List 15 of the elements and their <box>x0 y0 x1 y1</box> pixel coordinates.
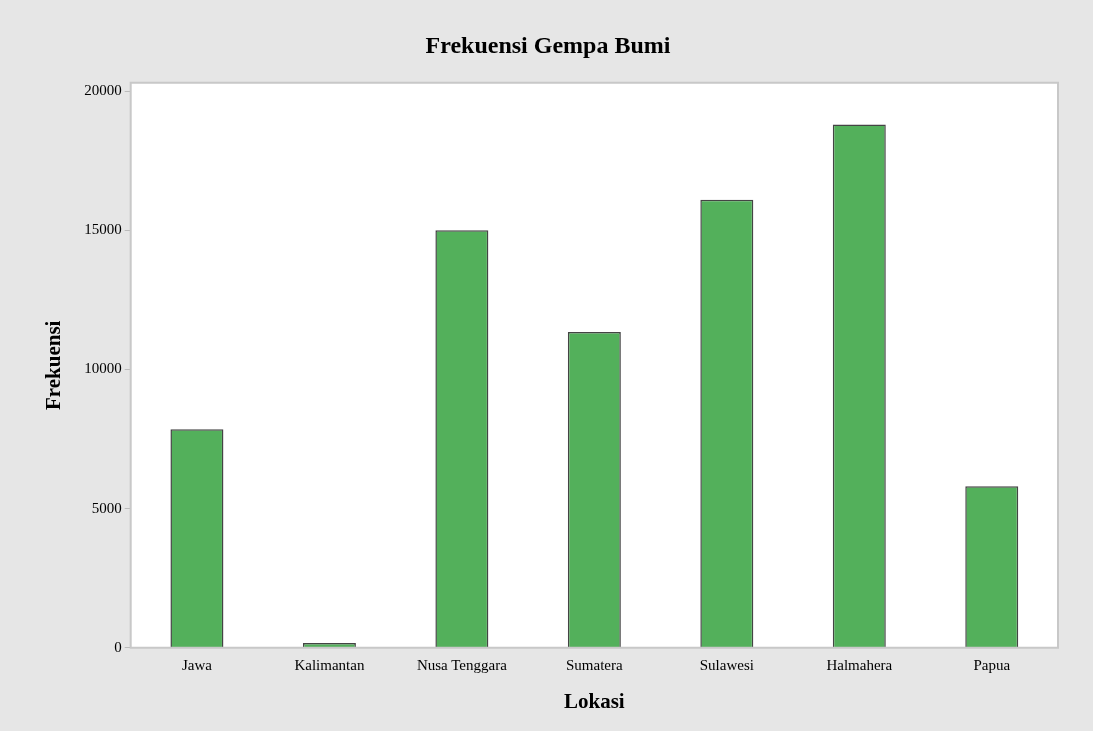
chart-title: Frekuensi Gempa Bumi <box>425 31 671 58</box>
x-tick-label: Sumatera <box>566 656 624 673</box>
x-tick-label: Papua <box>973 656 1011 673</box>
y-tick-label: 5000 <box>91 499 122 516</box>
y-tick-label: 0 <box>114 638 122 655</box>
x-tick-label: Halmahera <box>826 656 893 673</box>
x-axis-title: Lokasi <box>564 688 625 713</box>
x-tick-label: Sulawesi <box>699 656 754 673</box>
x-tick-label: Nusa Tenggara <box>416 656 508 673</box>
x-tick-label: Kalimantan <box>294 656 365 673</box>
x-tick-label: Jawa <box>181 656 213 673</box>
y-axis-title: Frekuensi <box>41 320 66 411</box>
y-tick-label: 20000 <box>84 82 122 99</box>
y-tick-label: 15000 <box>84 221 122 238</box>
y-tick-label: 10000 <box>84 360 122 377</box>
